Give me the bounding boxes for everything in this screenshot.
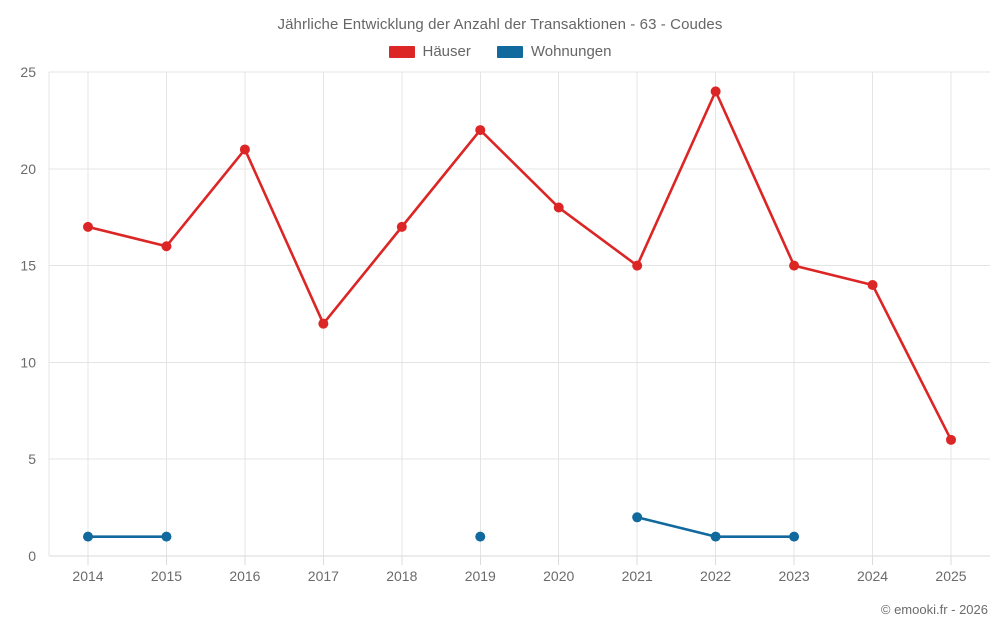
data-point[interactable]	[239, 144, 250, 155]
x-tick-label: 2024	[857, 568, 888, 584]
y-tick-label: 5	[28, 451, 36, 467]
legend-item-wohnungen[interactable]: Wohnungen	[496, 43, 612, 60]
data-point[interactable]	[475, 125, 486, 136]
data-point[interactable]	[710, 531, 721, 542]
legend-swatch-hauser	[388, 45, 415, 58]
legend-label-wohnungen: Wohnungen	[530, 43, 612, 60]
x-tick-label: 2014	[72, 568, 103, 584]
x-tick-label: 2018	[386, 568, 417, 584]
data-point[interactable]	[867, 279, 878, 290]
y-tick-label: 0	[28, 548, 36, 564]
x-tick-label: 2015	[151, 568, 182, 584]
chart-legend: Häuser Wohnungen	[0, 43, 1000, 60]
x-axis-labels: 2014 2015 2016 2017 2018 2019 2020 2021 2022 2023…	[72, 568, 966, 584]
legend-label-hauser: Häuser	[422, 43, 471, 60]
x-tick-label: 2022	[700, 568, 731, 584]
x-tick-label: 2016	[229, 568, 260, 584]
data-point[interactable]	[83, 531, 93, 542]
y-tick-label: 20	[20, 161, 36, 177]
data-point[interactable]	[632, 260, 643, 271]
data-point[interactable]	[789, 531, 800, 542]
data-point[interactable]	[318, 318, 329, 329]
data-series-layer	[83, 86, 956, 542]
x-tick-label: 2023	[779, 568, 810, 584]
x-tick-label: 2020	[543, 568, 574, 584]
data-point[interactable]	[710, 86, 721, 97]
data-point[interactable]	[553, 202, 564, 213]
data-point[interactable]	[83, 221, 93, 232]
legend-swatch-wohnungen	[496, 45, 523, 58]
x-tick-label: 2025	[935, 568, 966, 584]
x-tick-label: 2017	[308, 568, 339, 584]
series-line-0	[86, 90, 953, 442]
x-tick-label: 2019	[465, 568, 496, 584]
data-point[interactable]	[161, 241, 172, 252]
data-point[interactable]	[475, 531, 486, 542]
data-point[interactable]	[789, 260, 800, 271]
data-point[interactable]	[161, 531, 172, 542]
footer-credit: © emooki.fr - 2026	[880, 602, 988, 617]
y-tick-label: 15	[20, 258, 36, 274]
y-axis-labels: 0 5 10 15 20 25	[20, 64, 36, 564]
x-tick-label: 2021	[622, 568, 653, 584]
y-tick-label: 25	[20, 64, 36, 80]
legend-item-hauser[interactable]: Häuser	[388, 43, 471, 60]
chart-title: Jährliche Entwicklung der Anzahl der Tra…	[277, 16, 723, 33]
data-point[interactable]	[946, 434, 956, 445]
data-point[interactable]	[632, 512, 643, 523]
data-point[interactable]	[396, 221, 407, 232]
grid-layer	[48, 71, 990, 565]
y-tick-label: 10	[20, 354, 36, 370]
